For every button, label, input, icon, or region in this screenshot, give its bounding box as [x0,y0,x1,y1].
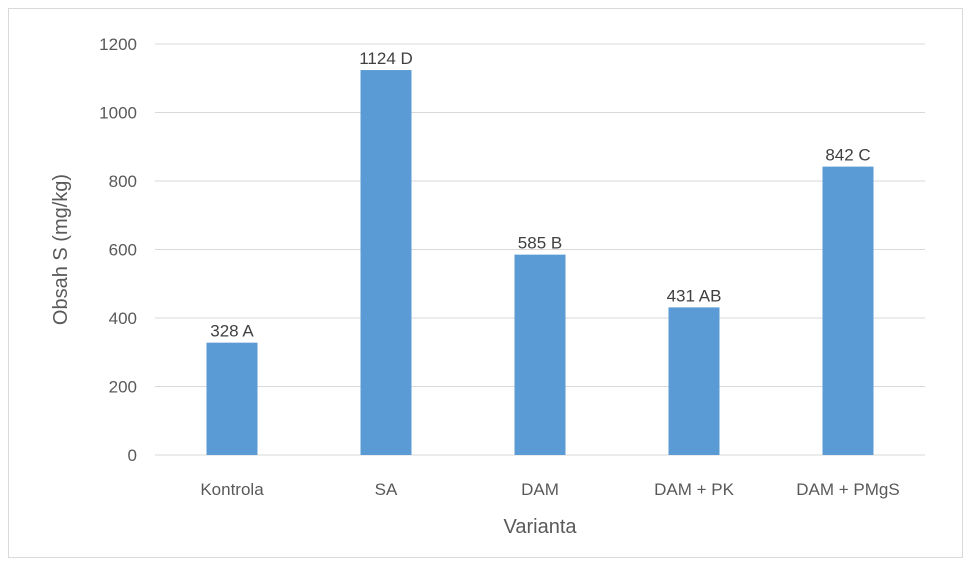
x-tick-label: DAM [521,480,559,499]
y-axis-title: Obsah S (mg/kg) [50,174,72,325]
y-tick-label: 1000 [99,104,137,123]
bar-0 [206,342,258,455]
y-tick-label: 600 [109,241,137,260]
bar-1 [360,70,412,455]
x-tick-label: DAM + PMgS [796,480,899,499]
gridlines [155,43,925,456]
bars [206,70,874,456]
chart-frame [8,8,963,558]
data-labels: 328 A 1124 D 585 B 431 AB 842 C [210,49,870,341]
x-axis-title: Varianta [503,516,577,538]
y-tick-label: 200 [109,378,137,397]
y-tick-label: 0 [128,446,137,465]
y-tick-label: 400 [109,309,137,328]
data-label: 431 AB [667,286,722,305]
x-tick-label: Kontrola [200,480,264,499]
x-tick-label: DAM + PK [654,480,734,499]
data-label: 1124 D [359,49,413,68]
data-label: 585 B [518,234,562,253]
x-tick-label: SA [375,480,398,499]
data-label: 328 A [210,322,254,341]
y-tick-label: 1200 [99,35,137,54]
x-axis-ticks: Kontrola SA DAM DAM + PK DAM + PMgS [200,480,899,499]
bar-3 [668,307,720,455]
y-tick-label: 800 [109,172,137,191]
y-axis-ticks: 0 200 400 600 800 1000 1200 [99,35,137,465]
data-label: 842 C [825,146,870,165]
bar-4 [822,166,874,456]
bar-2 [514,254,566,455]
